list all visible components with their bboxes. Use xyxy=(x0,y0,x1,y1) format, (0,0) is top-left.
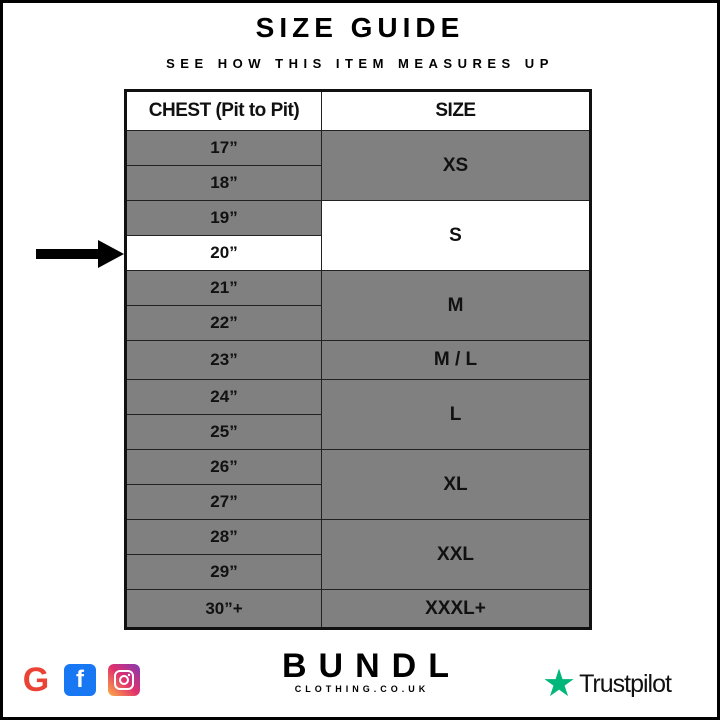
chest-cell: 23” xyxy=(125,340,322,380)
social-icons: G f xyxy=(20,661,140,699)
brand-name: BUNDL xyxy=(282,647,461,685)
chest-cell: 17” xyxy=(125,130,322,166)
chest-cell: 19” xyxy=(125,200,322,236)
size-cell-highlighted: S xyxy=(321,200,591,271)
size-cell: XXL xyxy=(321,519,591,590)
arrow-right-icon xyxy=(36,240,124,268)
chest-cell: 27” xyxy=(125,484,322,520)
header-chest: CHEST (Pit to Pit) xyxy=(125,90,322,131)
chest-cell: 18” xyxy=(125,165,322,201)
trustpilot-label: Trustpilot xyxy=(579,669,672,698)
chest-cell: 30”+ xyxy=(125,589,322,629)
header-size: SIZE xyxy=(321,90,591,131)
chest-cell: 25” xyxy=(125,414,322,450)
google-icon[interactable]: G xyxy=(20,661,52,699)
brand-subtitle: CLOTHING.CO.UK xyxy=(294,684,430,694)
chest-cell: 22” xyxy=(125,305,322,341)
chest-cell: 26” xyxy=(125,449,322,485)
size-cell: XS xyxy=(321,130,591,201)
chest-cell: 21” xyxy=(125,270,322,306)
instagram-icon[interactable] xyxy=(108,664,140,696)
page-title: SIZE GUIDE xyxy=(255,12,465,43)
size-table: CHEST (Pit to Pit) SIZE 17” XS 18” 19” S 20… xyxy=(124,89,592,630)
size-cell: M / L xyxy=(321,340,591,380)
trustpilot-logo[interactable]: ★ Trustpilot xyxy=(542,663,672,705)
chest-cell: 24” xyxy=(125,379,322,415)
facebook-icon[interactable]: f xyxy=(64,664,96,696)
size-cell: XL xyxy=(321,449,591,520)
trustpilot-star-icon: ★ xyxy=(542,663,576,705)
chest-cell-highlighted: 20” xyxy=(125,235,322,271)
page-subtitle: SEE HOW THIS ITEM MEASURES UP xyxy=(166,56,554,71)
size-cell: XXXL+ xyxy=(321,589,591,629)
size-cell: L xyxy=(321,379,591,450)
size-cell: M xyxy=(321,270,591,341)
chest-cell: 28” xyxy=(125,519,322,555)
brand-logo: BUNDL CLOTHING.CO.UK xyxy=(270,648,450,694)
chest-cell: 29” xyxy=(125,554,322,590)
